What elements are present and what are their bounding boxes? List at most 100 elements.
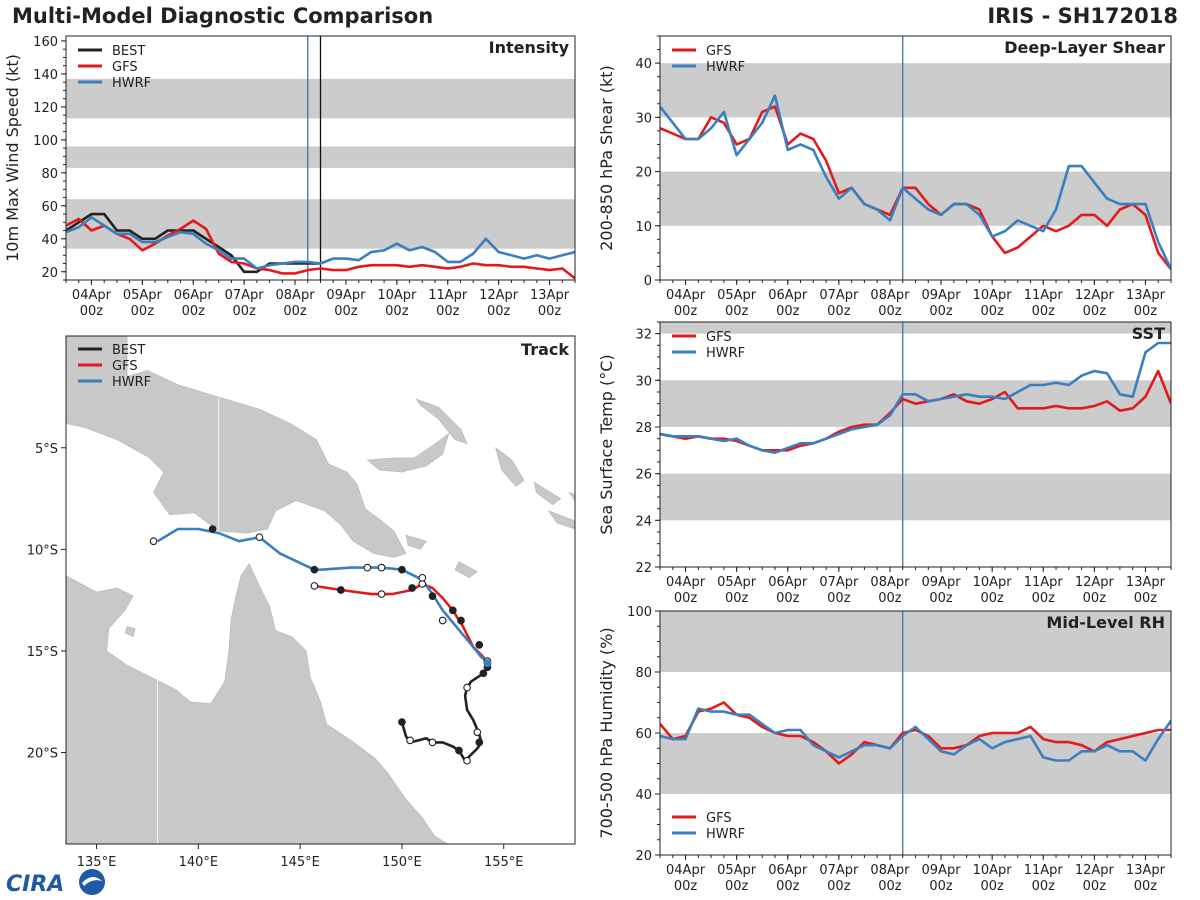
track-plot-area xyxy=(66,336,575,844)
shear-legend-label-hwrf: HWRF xyxy=(706,60,745,75)
sst-xtick-label-date: 09Apr xyxy=(922,575,962,590)
sst-series-hwrf xyxy=(660,341,1171,455)
rh-plot-area xyxy=(660,611,1171,855)
rh-title: Mid-Level RH xyxy=(1046,613,1165,632)
shear-xtick-label-hour: 00z xyxy=(878,304,902,319)
track-marker-best xyxy=(473,728,482,737)
intensity-xtick-label-hour: 00z xyxy=(283,304,307,319)
shear-series-hwrf xyxy=(660,94,1171,270)
track-legend-label-best: BEST xyxy=(112,343,145,358)
track-marker-hwrf xyxy=(377,563,386,572)
intensity-legend-label-gfs: GFS xyxy=(112,60,138,75)
sst-chart: 22242628303204Apr00z05Apr00z06Apr00z07Ap… xyxy=(597,321,1172,606)
shear-xtick-label-date: 04Apr xyxy=(666,288,706,303)
shear-xtick-label-hour: 00z xyxy=(725,304,749,319)
intensity-ytick-label: 80 xyxy=(41,167,58,182)
track-xtick-label: 135°E xyxy=(77,855,117,870)
shear-xtick-label-hour: 00z xyxy=(1134,304,1158,319)
shear-xtick-label-date: 07Apr xyxy=(819,288,859,303)
cira-swirl-icon xyxy=(82,876,102,886)
shear-xtick-label-date: 10Apr xyxy=(973,288,1013,303)
intensity-xtick-label-hour: 00z xyxy=(232,304,256,319)
rh-xtick-label-hour: 00z xyxy=(776,879,800,894)
track-title: Track xyxy=(521,340,569,359)
land-new-britain xyxy=(366,432,450,473)
intensity-xtick-label-hour: 00z xyxy=(436,304,460,319)
track-xtick-label: 145°E xyxy=(280,855,320,870)
sst-xtick-label-hour: 00z xyxy=(980,591,1004,606)
sst-xtick-label-hour: 00z xyxy=(1032,591,1056,606)
rh-xtick-label-date: 04Apr xyxy=(666,863,706,878)
shear-ytick-label: 10 xyxy=(635,220,652,235)
intensity-ytick-label: 40 xyxy=(41,233,58,248)
sst-xtick-label-date: 10Apr xyxy=(973,575,1013,590)
track-marker-hwrf xyxy=(418,573,427,582)
rh-ytick-label: 20 xyxy=(635,849,652,864)
shear-xtick-label-date: 13Apr xyxy=(1126,288,1166,303)
intensity-plot-area xyxy=(66,36,575,280)
track-marker-hwrf xyxy=(255,533,264,542)
cira-logo: CIRA xyxy=(6,869,105,897)
intensity-legend-label-hwrf: HWRF xyxy=(112,76,151,91)
track-marker-best xyxy=(428,738,437,747)
sst-xtick-label-date: 06Apr xyxy=(768,575,808,590)
storm-name: IRIS - SH172018 xyxy=(987,4,1178,28)
sst-xtick-label-hour: 00z xyxy=(725,591,749,606)
intensity-ytick-label: 140 xyxy=(33,68,58,83)
intensity-series-hwrf xyxy=(66,216,575,270)
sst-ytick-label: 24 xyxy=(635,514,652,529)
track-marker-gfs xyxy=(408,584,416,592)
intensity-xtick-label-date: 12Apr xyxy=(479,288,519,303)
rh-xtick-label-date: 09Apr xyxy=(922,863,962,878)
track-marker-best xyxy=(406,736,414,745)
intensity-xtick-label-date: 05Apr xyxy=(123,288,163,303)
track-marker-best xyxy=(398,718,406,726)
rh-xtick-label-date: 13Apr xyxy=(1126,863,1166,878)
shear-xtick-label-date: 08Apr xyxy=(870,288,910,303)
sst-xtick-label-date: 07Apr xyxy=(819,575,859,590)
shear-ylabel: 200-850 hPa Shear (kt) xyxy=(597,65,616,251)
sst-xtick-label-date: 12Apr xyxy=(1075,575,1115,590)
rh-legend-label-hwrf: HWRF xyxy=(706,827,745,842)
land-australia xyxy=(66,562,449,844)
intensity-ytick-label: 20 xyxy=(41,266,58,281)
sst-ytick-label: 26 xyxy=(635,468,652,483)
shear-xtick-label-date: 05Apr xyxy=(717,288,757,303)
rh-chart: 2040608010004Apr00z05Apr00z06Apr00z07Apr… xyxy=(597,605,1172,894)
track-marker-gfs xyxy=(337,586,345,594)
rh-xtick-label-date: 11Apr xyxy=(1024,863,1064,878)
track-ytick-label: 5°S xyxy=(35,442,58,457)
land-new-ireland xyxy=(415,398,468,445)
sst-xtick-label-hour: 00z xyxy=(827,591,851,606)
track-marker-hwrf xyxy=(398,565,406,574)
rh-xtick-label-hour: 00z xyxy=(980,879,1004,894)
land-groote-eylandt xyxy=(124,626,136,638)
rh-series-gfs xyxy=(660,701,1171,765)
track-marker-hwrf xyxy=(310,565,319,574)
shear-xtick-label-date: 11Apr xyxy=(1024,288,1064,303)
shear-legend-label-gfs: GFS xyxy=(706,44,732,59)
track-xtick-label: 140°E xyxy=(179,855,219,870)
intensity-ylabel: 10m Max Wind Speed (kt) xyxy=(3,54,22,262)
sst-xtick-label-hour: 00z xyxy=(1083,591,1107,606)
track-marker-gfs xyxy=(377,590,386,598)
rh-ylabel: 700-500 hPa Humidity (%) xyxy=(597,627,616,838)
track-marker-hwrf xyxy=(363,563,372,572)
sst-ytick-label: 28 xyxy=(635,421,652,436)
sst-xtick-label-date: 13Apr xyxy=(1126,575,1166,590)
rh-xtick-label-hour: 00z xyxy=(1083,879,1107,894)
track-marker-gfs xyxy=(448,606,457,615)
shear-xtick-label-date: 12Apr xyxy=(1075,288,1115,303)
track-current-position xyxy=(483,659,492,668)
intensity-ytick-label: 120 xyxy=(33,101,58,116)
intensity-xtick-label-hour: 00z xyxy=(182,304,206,319)
intensity-title: Intensity xyxy=(489,38,570,57)
shear-xtick-label-date: 09Apr xyxy=(922,288,962,303)
rh-xtick-label-date: 07Apr xyxy=(819,863,859,878)
land-solomon-3 xyxy=(568,491,575,502)
shear-xtick-label-hour: 00z xyxy=(1032,304,1056,319)
cira-globe-icon xyxy=(79,869,105,895)
track-axes-frame xyxy=(65,335,576,845)
sst-xtick-label-date: 11Apr xyxy=(1024,575,1064,590)
intensity-xtick-label-hour: 00z xyxy=(385,304,409,319)
